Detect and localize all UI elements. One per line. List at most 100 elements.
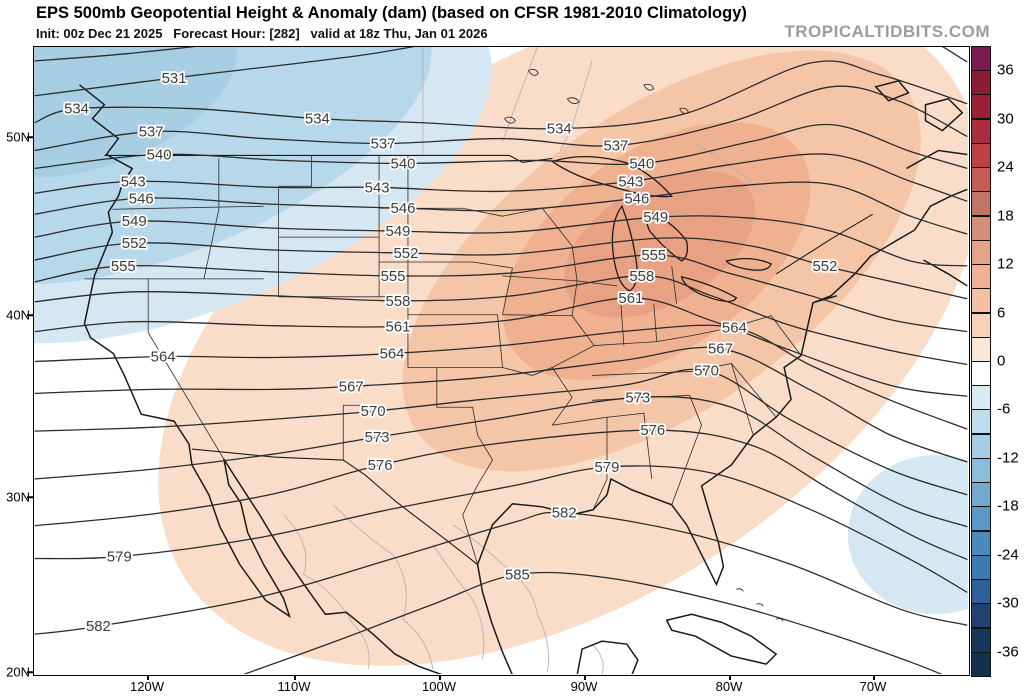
lon-label-110W: 110W [277, 679, 311, 694]
contour-label-579: 579 [595, 459, 620, 476]
colorbar-label-0: 0 [997, 352, 1006, 370]
contour-label-540: 540 [147, 146, 172, 163]
contour-line-555 [34, 254, 968, 333]
colorbar-cell [971, 94, 991, 120]
colorbar-cell [971, 336, 991, 362]
contour-label-573: 573 [365, 429, 390, 446]
contour-line-579 [34, 465, 968, 593]
contour-label-564: 564 [151, 348, 176, 365]
colorbar-label-18: 18 [997, 207, 1014, 225]
contour-label-537: 537 [604, 138, 629, 155]
contour-line-570 [34, 368, 968, 496]
colorbar-cell [971, 264, 991, 290]
colorbar-cell [971, 651, 991, 677]
lon-tick [147, 675, 149, 680]
contour-label-561: 561 [386, 319, 411, 336]
colorbar-cell [971, 239, 991, 265]
colorbar-label--24: -24 [997, 546, 1019, 564]
lat-tick [27, 136, 33, 138]
contour-line-537 [34, 85, 968, 152]
contour-label-573: 573 [625, 389, 650, 406]
contour-line-561 [34, 297, 968, 397]
colorbar-cell [971, 409, 991, 435]
contour-label-534: 534 [305, 111, 330, 128]
colorbar-cell [971, 46, 991, 72]
contour-line-531 [34, 47, 968, 97]
colorbar-cell [971, 312, 991, 338]
contour-line-558 [34, 275, 968, 366]
page-title: EPS 500mb Geopotential Height & Anomaly … [36, 4, 747, 22]
lat-tick [27, 671, 33, 673]
contour-label-543: 543 [121, 173, 146, 190]
contour-label-570: 570 [694, 362, 719, 379]
colorbar-label--30: -30 [997, 594, 1019, 612]
contour-label-537: 537 [139, 124, 164, 141]
contour-label-585: 585 [505, 566, 530, 583]
contour-line-573 [34, 396, 968, 528]
contour-label-558: 558 [386, 293, 411, 310]
contour-label-555: 555 [381, 268, 406, 285]
contour-line-567 [34, 346, 968, 463]
colorbar-cell [971, 385, 991, 411]
colorbar-cell [971, 142, 991, 168]
colorbar-cell [971, 361, 991, 387]
contour-line-564 [34, 324, 968, 430]
colorbar-label--6: -6 [997, 400, 1011, 418]
contour-line-534 [34, 60, 968, 130]
colorbar-cell [971, 554, 991, 580]
colorbar-cell [971, 191, 991, 217]
contour-label-546: 546 [129, 190, 154, 207]
contour-line-585 [242, 571, 943, 674]
contour-label-555: 555 [641, 247, 666, 264]
lat-tick [27, 496, 33, 498]
contour-label-567: 567 [708, 341, 733, 358]
contour-label-549: 549 [386, 223, 411, 240]
colorbar-cell [971, 433, 991, 459]
contour-label-582: 582 [86, 618, 111, 635]
contour-label-543: 543 [618, 173, 643, 190]
contour-line-576 [34, 429, 968, 561]
geography [79, 47, 968, 674]
contour-line-546 [34, 181, 968, 235]
contour-line-543 [34, 153, 968, 202]
contour-label-579: 579 [107, 549, 132, 566]
lon-label-90W: 90W [570, 679, 598, 694]
colorbar-label-36: 36 [997, 61, 1014, 79]
lon-tick [729, 675, 731, 680]
contour-label-546: 546 [391, 200, 416, 217]
contour-line-540 [34, 123, 968, 170]
colorbar-cell [971, 167, 991, 193]
colorbar-cell [971, 457, 991, 483]
colorbar-label-6: 6 [997, 304, 1006, 322]
contour-line-582 [34, 511, 968, 635]
init-forecast-line: Init: 00z Dec 21 2025 Forecast Hour: [28… [36, 26, 488, 41]
negative-anomaly-region [34, 47, 238, 178]
colorbar-cell [971, 70, 991, 96]
contour-label-552: 552 [394, 245, 419, 262]
contour-label-576: 576 [640, 422, 665, 439]
contour-label-534: 534 [547, 121, 572, 138]
contour-label-537: 537 [371, 136, 396, 153]
colorbar-label-30: 30 [997, 110, 1014, 128]
negative-anomaly-region [847, 455, 968, 615]
colorbar-cell [971, 215, 991, 241]
contour-label-546: 546 [624, 190, 649, 207]
contour-label-552: 552 [813, 258, 838, 275]
colorbar-cell [971, 603, 991, 629]
contour-label-549: 549 [122, 213, 147, 230]
contour-label-531: 531 [162, 70, 187, 87]
contour-label-555: 555 [111, 258, 136, 275]
lon-label-80W: 80W [715, 679, 743, 694]
contour-label-558: 558 [629, 268, 654, 285]
contour-label-540: 540 [391, 155, 416, 172]
colorbar-cell [971, 627, 991, 653]
contour-label-564: 564 [722, 320, 747, 337]
lon-tick [873, 675, 875, 680]
colorbar-cell [971, 288, 991, 314]
site-watermark: TROPICALTIDBITS.COM [784, 22, 990, 41]
lat-label-20N: 20N [6, 664, 30, 680]
positive-anomaly-region [564, 170, 756, 318]
contour-label-549: 549 [643, 209, 668, 226]
lat-label-50N: 50N [6, 129, 30, 145]
